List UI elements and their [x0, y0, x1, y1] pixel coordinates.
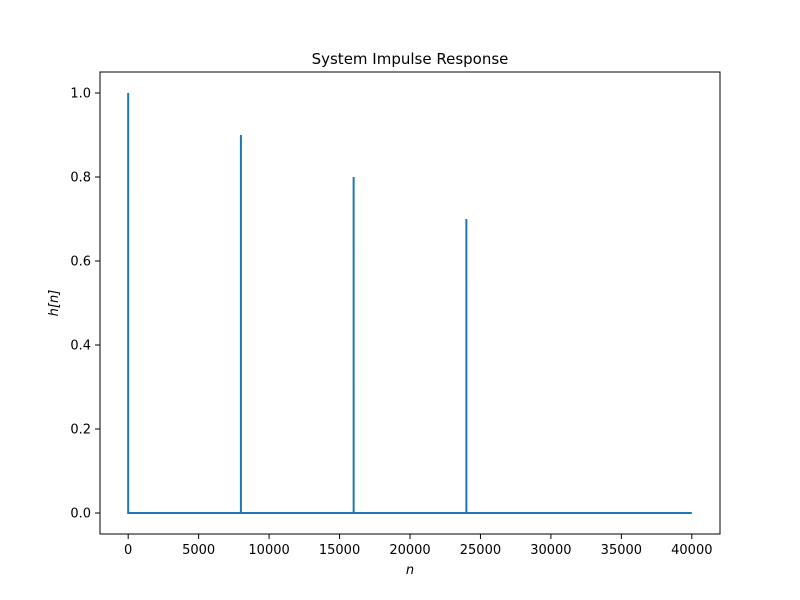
x-tick-label: 10000: [248, 543, 289, 558]
chart-title: System Impulse Response: [312, 50, 509, 68]
x-tick-label: 20000: [389, 543, 430, 558]
x-tick-label: 25000: [460, 543, 501, 558]
y-axis-ticks: 0.0 0.2 0.4 0.6 0.8 1.0: [70, 87, 100, 522]
x-tick-label: 15000: [319, 543, 360, 558]
x-axis-ticks: 0 5000 10000 15000 20000 25000 30000 35000 40000: [124, 534, 712, 558]
x-tick-label: 5000: [182, 543, 215, 558]
series-line-0: [127, 92, 692, 514]
plot-series: [127, 92, 692, 514]
x-axis-label: n: [406, 563, 414, 578]
y-tick-label: 0.6: [70, 255, 91, 270]
x-tick-label: 35000: [601, 543, 642, 558]
y-tick-label: 0.0: [70, 507, 91, 522]
y-tick-label: 1.0: [70, 87, 91, 102]
x-tick-label: 30000: [530, 543, 571, 558]
y-tick-label: 0.2: [70, 423, 91, 438]
y-tick-label: 0.4: [70, 339, 91, 354]
x-tick-label: 40000: [671, 543, 712, 558]
x-tick-label: 0: [124, 543, 132, 558]
y-axis-label: h[n]: [47, 290, 62, 317]
y-tick-label: 0.8: [70, 171, 91, 186]
